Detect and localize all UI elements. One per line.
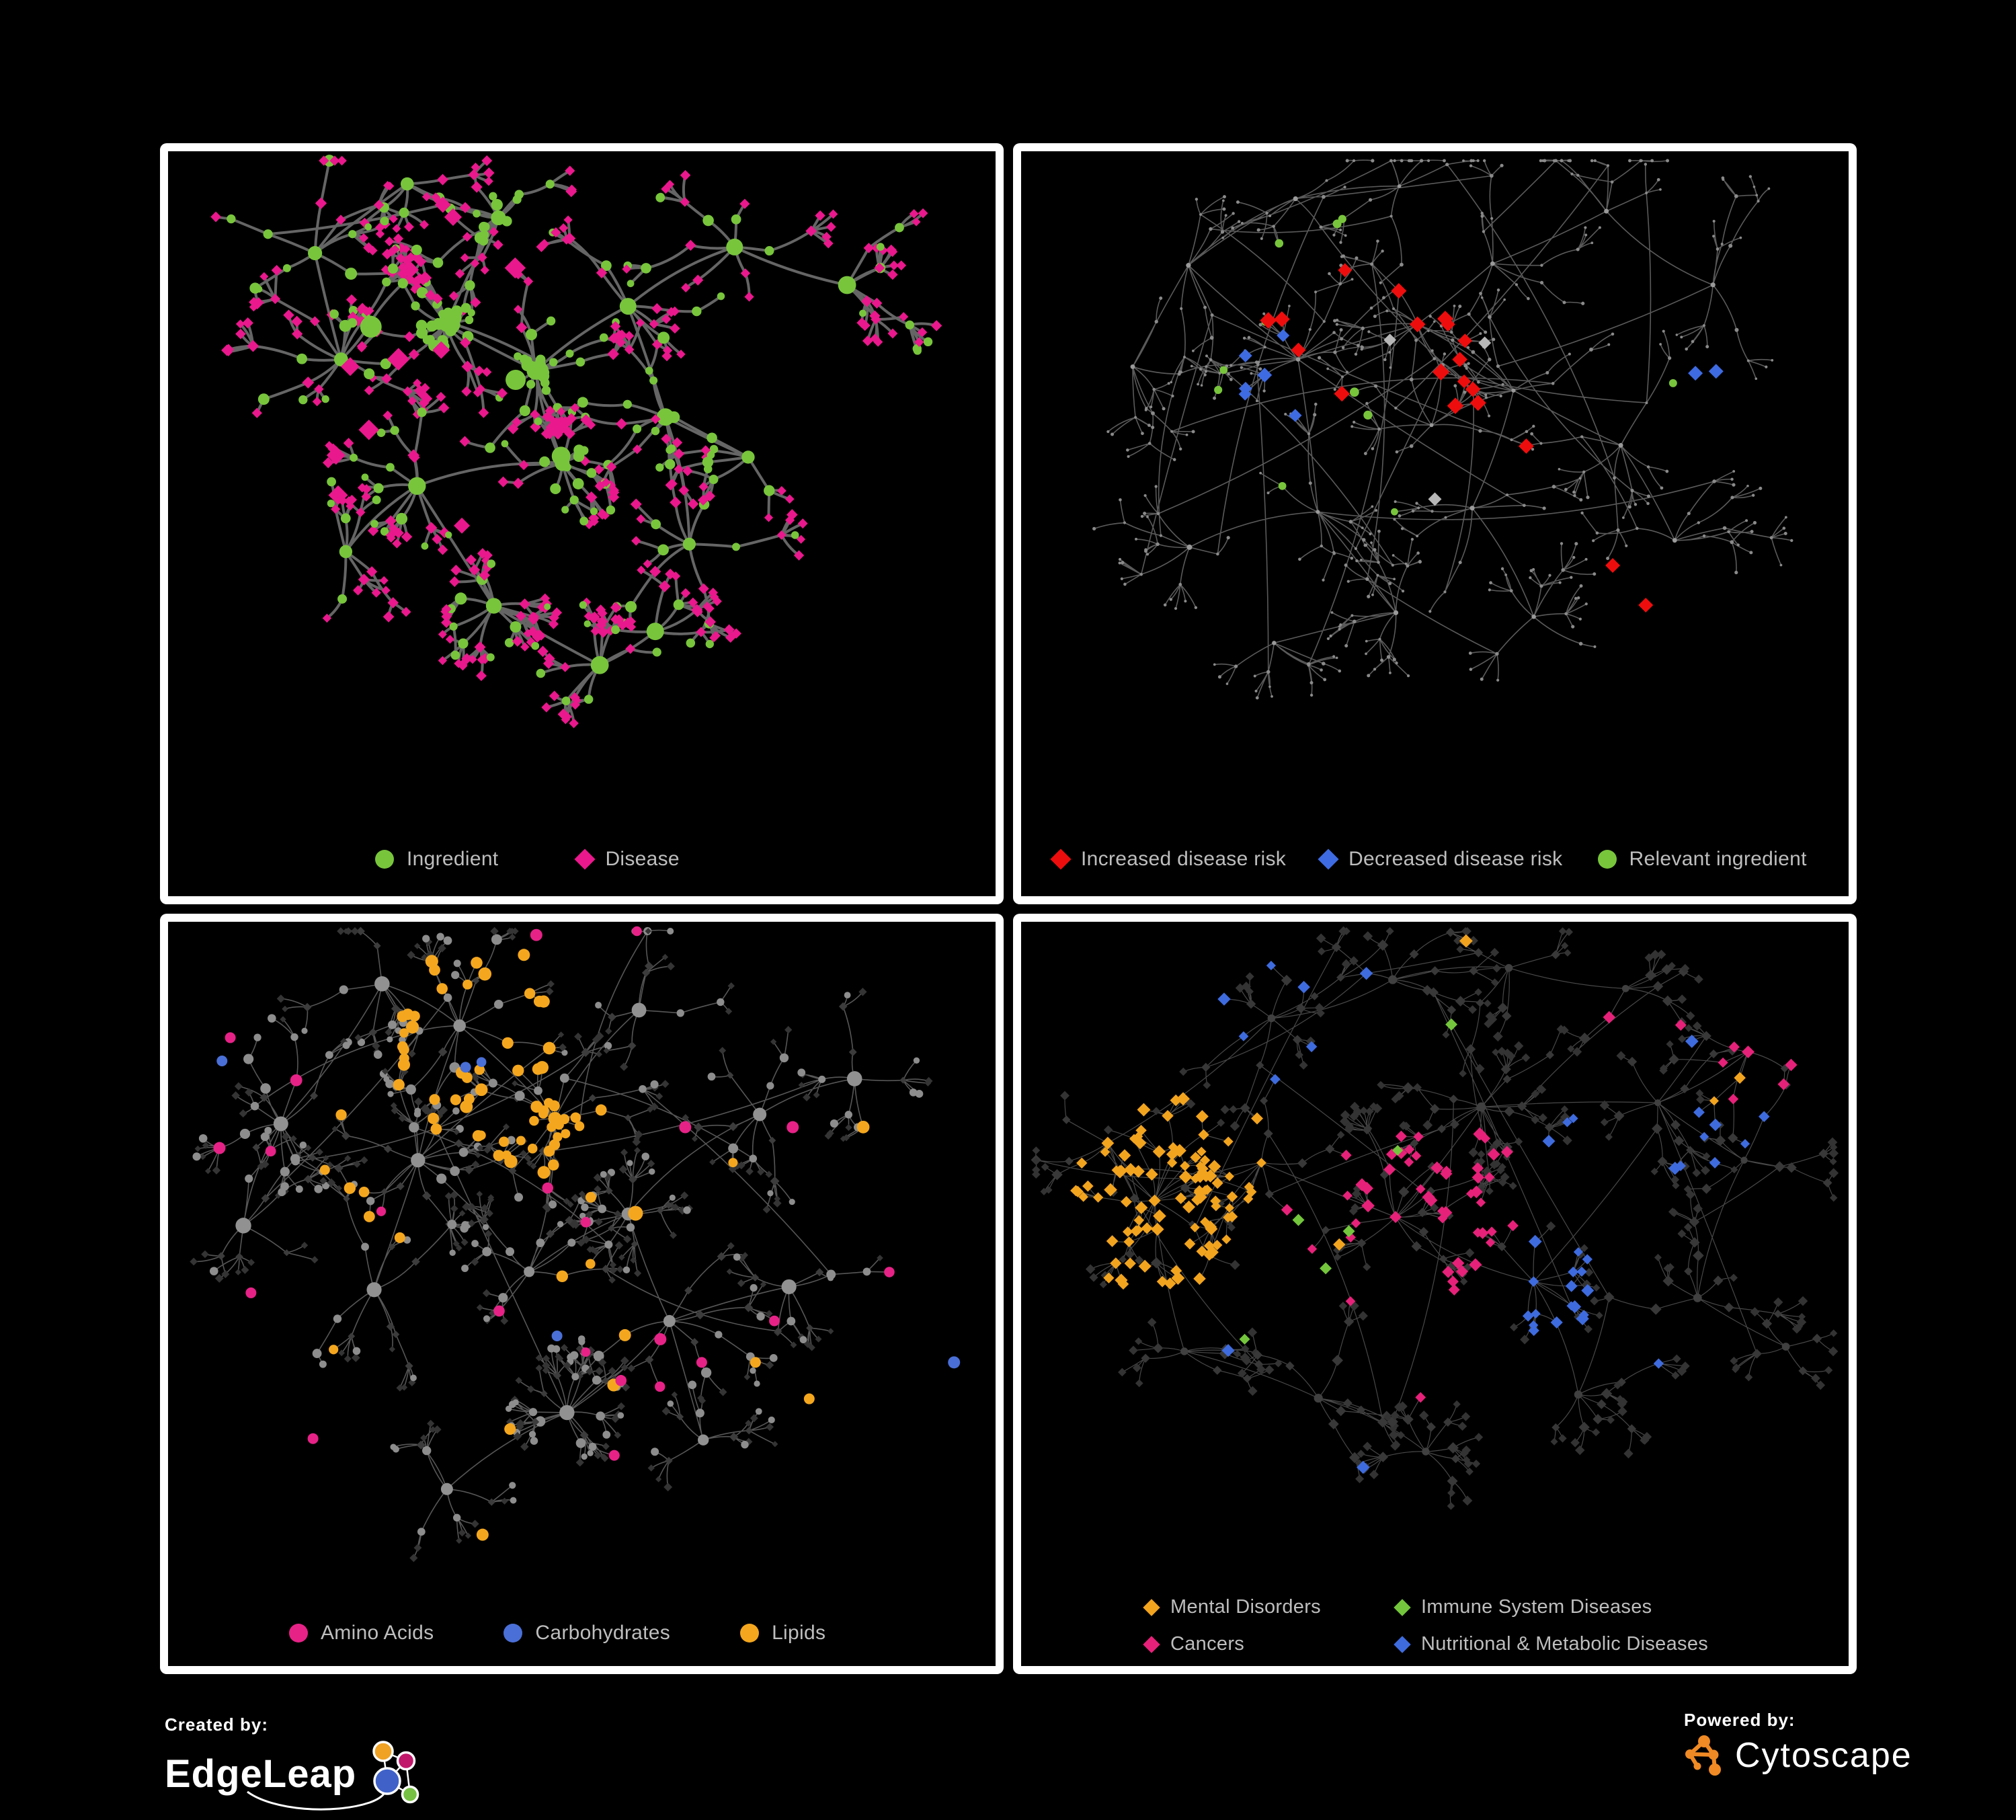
legend-label: Carbohydrates <box>535 1622 671 1644</box>
edgeleap-logo-icon <box>247 1741 419 1811</box>
panel-disease-categories: Mental Disorders Immune System Diseases … <box>1013 913 1857 1674</box>
legend-ingredient-disease: Ingredient Disease <box>168 848 996 871</box>
ingredient-marker-icon <box>375 849 394 869</box>
mental-disorders-marker-icon <box>1143 1598 1160 1616</box>
legend-label: Cancers <box>1170 1633 1245 1655</box>
disease-categories-network-graph <box>1031 926 1839 1510</box>
cytoscape-logo-icon <box>1685 1735 1721 1776</box>
legend-item-lipids: Lipids <box>740 1622 825 1645</box>
created-by-label: Created by: <box>165 1714 269 1735</box>
lipids-marker-icon <box>740 1624 760 1643</box>
legend-label: Increased disease risk <box>1081 847 1287 870</box>
macronutrients-network-graph <box>190 926 961 1562</box>
amino-acids-marker-icon <box>289 1624 308 1643</box>
legend-disease-categories: Mental Disorders Immune System Diseases … <box>1021 1596 1849 1655</box>
powered-by-label: Powered by: <box>1684 1710 1796 1730</box>
legend-item-nutritional-metabolic-diseases: Nutritional & Metabolic Diseases <box>1394 1633 1709 1655</box>
legend-item-relevant-ingredient: Relevant ingredient <box>1597 847 1807 871</box>
legend-label: Relevant ingredient <box>1629 847 1807 870</box>
cytoscape-wordmark: Cytoscape <box>1735 1736 1912 1775</box>
legend-item-increased-risk: Increased disease risk <box>1050 847 1287 871</box>
legend-item-carbohydrates: Carbohydrates <box>503 1622 670 1645</box>
legend-label: Disease <box>605 847 680 870</box>
legend-item-cancers: Cancers <box>1143 1633 1321 1655</box>
disease-risk-network-graph <box>1092 159 1793 700</box>
legend-label: Lipids <box>772 1622 826 1644</box>
legend-label: Immune System Diseases <box>1421 1596 1652 1618</box>
carbohydrates-marker-icon <box>503 1624 523 1643</box>
legend-item-amino-acids: Amino Acids <box>289 1622 434 1645</box>
disease-marker-icon <box>574 848 596 870</box>
nutritional-metabolic-diseases-marker-icon <box>1394 1635 1411 1653</box>
legend-item-decreased-risk: Decreased disease risk <box>1318 847 1563 871</box>
legend-item-mental-disorders: Mental Disorders <box>1143 1596 1321 1618</box>
panel-macronutrients: Amino Acids Carbohydrates Lipids <box>160 913 1004 1674</box>
legend-label: Ingredient <box>407 847 499 870</box>
powered-by-block: Powered by: Cytoscape <box>1684 1710 1912 1776</box>
panel-disease-risk: Increased disease risk Decreased disease… <box>1013 143 1857 904</box>
created-by-block: Created by: EdgeLeap <box>165 1714 428 1811</box>
panel-ingredient-disease: Ingredient Disease <box>160 143 1004 904</box>
legend-label: Nutritional & Metabolic Diseases <box>1421 1633 1709 1655</box>
legend-disease-risk: Increased disease risk Decreased disease… <box>1021 848 1849 871</box>
legend-label: Amino Acids <box>321 1622 434 1644</box>
decreased-risk-marker-icon <box>1318 848 1339 870</box>
edgeleap-wordmark: EdgeLeap <box>165 1752 357 1796</box>
legend-macronutrients: Amino Acids Carbohydrates Lipids <box>168 1622 996 1645</box>
legend-item-ingredient: Ingredient <box>375 848 498 871</box>
cancers-marker-icon <box>1143 1635 1160 1653</box>
relevant-ingredient-marker-icon <box>1597 849 1617 869</box>
ingredient-disease-network-graph <box>210 155 942 729</box>
legend-label: Mental Disorders <box>1170 1596 1321 1618</box>
legend-item-immune-system-diseases: Immune System Diseases <box>1394 1596 1708 1618</box>
legend-label: Decreased disease risk <box>1348 847 1563 870</box>
immune-system-diseases-marker-icon <box>1394 1598 1411 1616</box>
four-panel-grid: Ingredient Disease Increased disease ris… <box>160 143 1857 1674</box>
increased-risk-marker-icon <box>1050 848 1072 870</box>
legend-item-disease: Disease <box>574 847 680 871</box>
